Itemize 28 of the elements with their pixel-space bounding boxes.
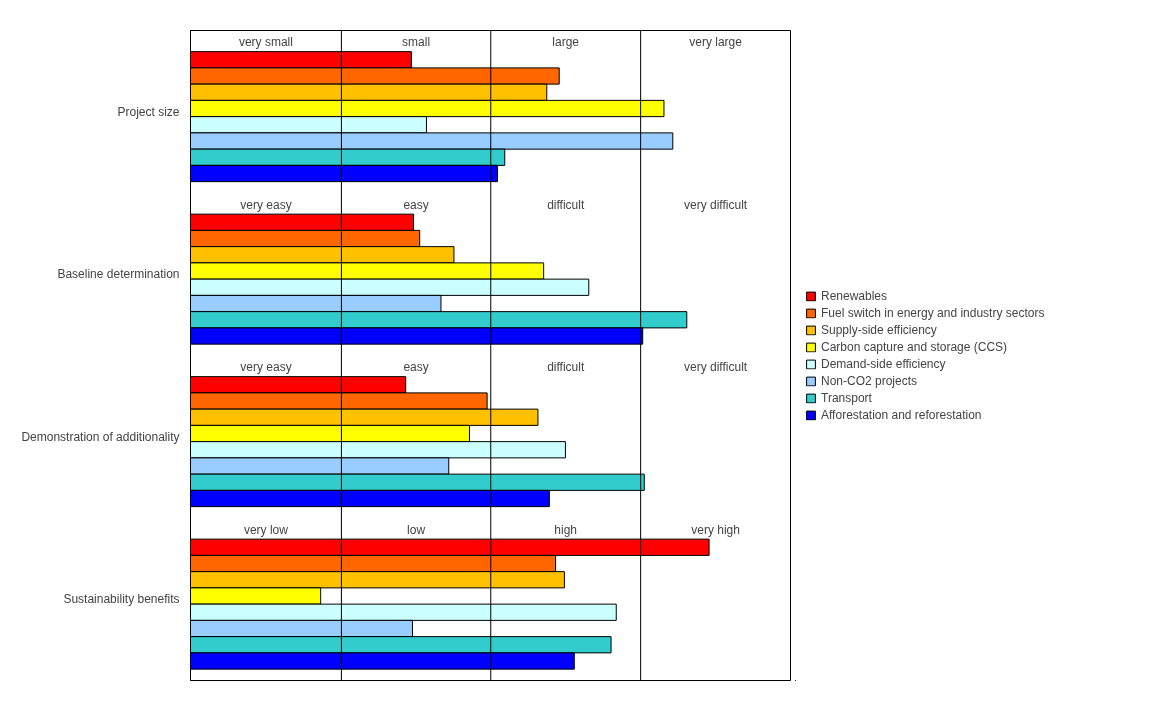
annotation: easy — [403, 197, 429, 212]
legend-label: Afforestation and reforestation — [821, 407, 982, 422]
legend-label: Carbon capture and storage (CCS) — [821, 339, 1008, 354]
annotation: very difficult — [684, 360, 748, 375]
annotation: difficult — [547, 360, 585, 375]
legend-label: Transport — [821, 390, 872, 405]
legend-label: Non-CO2 projects — [821, 373, 918, 388]
annotation: low — [407, 522, 426, 537]
annotation: very large — [689, 35, 743, 50]
y-tick-label: Project size — [117, 104, 180, 119]
annotation: very high — [691, 522, 740, 537]
y-tick-label: Demonstration of additionality — [21, 429, 180, 444]
annotation: very low — [243, 522, 289, 537]
annotation: very easy — [240, 197, 292, 212]
legend-label: Demand-side efficiency — [821, 356, 946, 371]
annotation: high — [554, 522, 578, 537]
annotation: very easy — [240, 360, 292, 375]
annotation: very small — [238, 35, 293, 50]
y-tick-label: Baseline determination — [57, 267, 180, 282]
legend-label: Supply-side efficiency — [821, 322, 937, 337]
legend-label: Fuel switch in energy and industry sectors — [821, 305, 1045, 320]
annotation: small — [402, 35, 431, 50]
annotation: easy — [403, 360, 429, 375]
legend-label: Renewables — [821, 288, 888, 303]
annotation: very difficult — [684, 197, 748, 212]
y-tick-label: Sustainability benefits — [63, 592, 180, 607]
annotation: difficult — [547, 197, 585, 212]
annotation: large — [552, 35, 580, 50]
